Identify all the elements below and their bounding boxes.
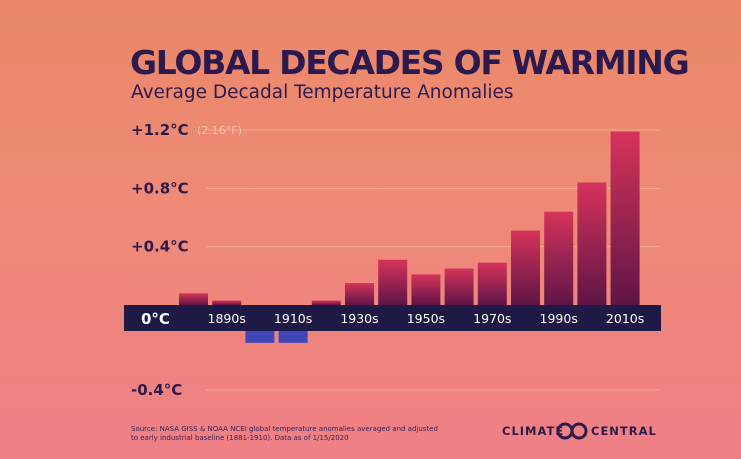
bar-2000s bbox=[577, 182, 607, 305]
y-tick-label: +1.2°C bbox=[131, 121, 189, 139]
x-tick-label: 1930s bbox=[340, 311, 378, 326]
bar-1890s bbox=[212, 300, 242, 305]
y-tick-label: +0.8°C bbox=[131, 179, 189, 197]
x-tick-label: 1890s bbox=[208, 311, 246, 326]
logo-rings-icon bbox=[556, 422, 588, 440]
zero-axis-band bbox=[124, 305, 661, 331]
bar-1990s bbox=[544, 211, 574, 305]
chart-subtitle: Average Decadal Temperature Anomalies bbox=[131, 82, 514, 103]
bar-1930s bbox=[345, 283, 374, 305]
bar-1950s bbox=[411, 274, 441, 305]
zero-axis-label: 0°C bbox=[141, 310, 170, 328]
source-note-line1: Source: NASA GISS & NOAA NCEI global tem… bbox=[131, 425, 438, 433]
bars bbox=[179, 131, 640, 343]
x-tick-label: 1950s bbox=[407, 311, 445, 326]
x-tick-label: 1970s bbox=[473, 311, 511, 326]
y-tick-label: +0.4°C bbox=[131, 238, 189, 256]
climate-central-logo: CLIMATE CENTRAL bbox=[502, 422, 657, 440]
source-note-line2: to early industrial baseline (1881-1910)… bbox=[131, 434, 349, 442]
x-tick-label: 1990s bbox=[540, 311, 578, 326]
bar-1910s bbox=[278, 331, 308, 343]
y-tick-label: -0.4°C bbox=[131, 381, 182, 399]
bar-1900s bbox=[245, 331, 275, 343]
brand-name-left: CLIMATE bbox=[502, 424, 564, 438]
y-tick-fahrenheit-label: (2.16°F) bbox=[197, 124, 242, 137]
x-tick-label: 1910s bbox=[274, 311, 312, 326]
bar-1980s bbox=[511, 230, 540, 305]
x-tick-label: 2010s bbox=[606, 311, 644, 326]
bar-1970s bbox=[477, 262, 507, 305]
bar-1940s bbox=[378, 259, 408, 305]
bar-1960s bbox=[444, 268, 474, 305]
brand-name-right: CENTRAL bbox=[591, 424, 657, 438]
bar-1920s bbox=[311, 300, 341, 305]
bar-2010s bbox=[610, 131, 640, 305]
x-axis-labels: 1890s 1910s 1930s 1950s 1970s 1990s 2010s bbox=[208, 311, 645, 326]
y-axis-labels: +1.2°C (2.16°F) +0.8°C +0.4°C -0.4°C bbox=[131, 121, 242, 399]
bar-1880s bbox=[179, 293, 208, 305]
chart-title: GLOBAL DECADES OF WARMING bbox=[130, 43, 688, 82]
